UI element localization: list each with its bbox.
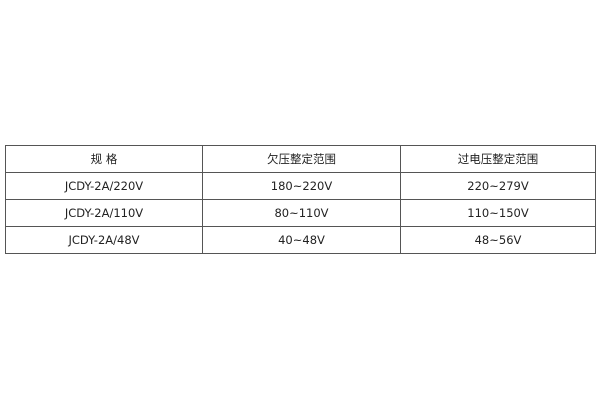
cell-spec: JCDY-2A/48V	[5, 226, 203, 254]
header-spec: 规 格	[5, 145, 203, 173]
header-overvoltage-range: 过电压整定范围	[400, 145, 596, 173]
cell-undervoltage: 80~110V	[202, 199, 401, 227]
cell-undervoltage: 180~220V	[202, 172, 401, 200]
cell-spec: JCDY-2A/110V	[5, 199, 203, 227]
cell-overvoltage: 220~279V	[400, 172, 596, 200]
cell-overvoltage: 110~150V	[400, 199, 596, 227]
cell-overvoltage: 48~56V	[400, 226, 596, 254]
cell-spec: JCDY-2A/220V	[5, 172, 203, 200]
table-row: JCDY-2A/48V 40~48V 48~56V	[5, 226, 596, 254]
table-row: JCDY-2A/220V 180~220V 220~279V	[5, 172, 596, 200]
spec-table: 规 格 欠压整定范围 过电压整定范围 JCDY-2A/220V 180~220V…	[5, 145, 596, 254]
cell-undervoltage: 40~48V	[202, 226, 401, 254]
header-undervoltage-range: 欠压整定范围	[202, 145, 401, 173]
table-row: JCDY-2A/110V 80~110V 110~150V	[5, 199, 596, 227]
table-header-row: 规 格 欠压整定范围 过电压整定范围	[5, 145, 596, 173]
